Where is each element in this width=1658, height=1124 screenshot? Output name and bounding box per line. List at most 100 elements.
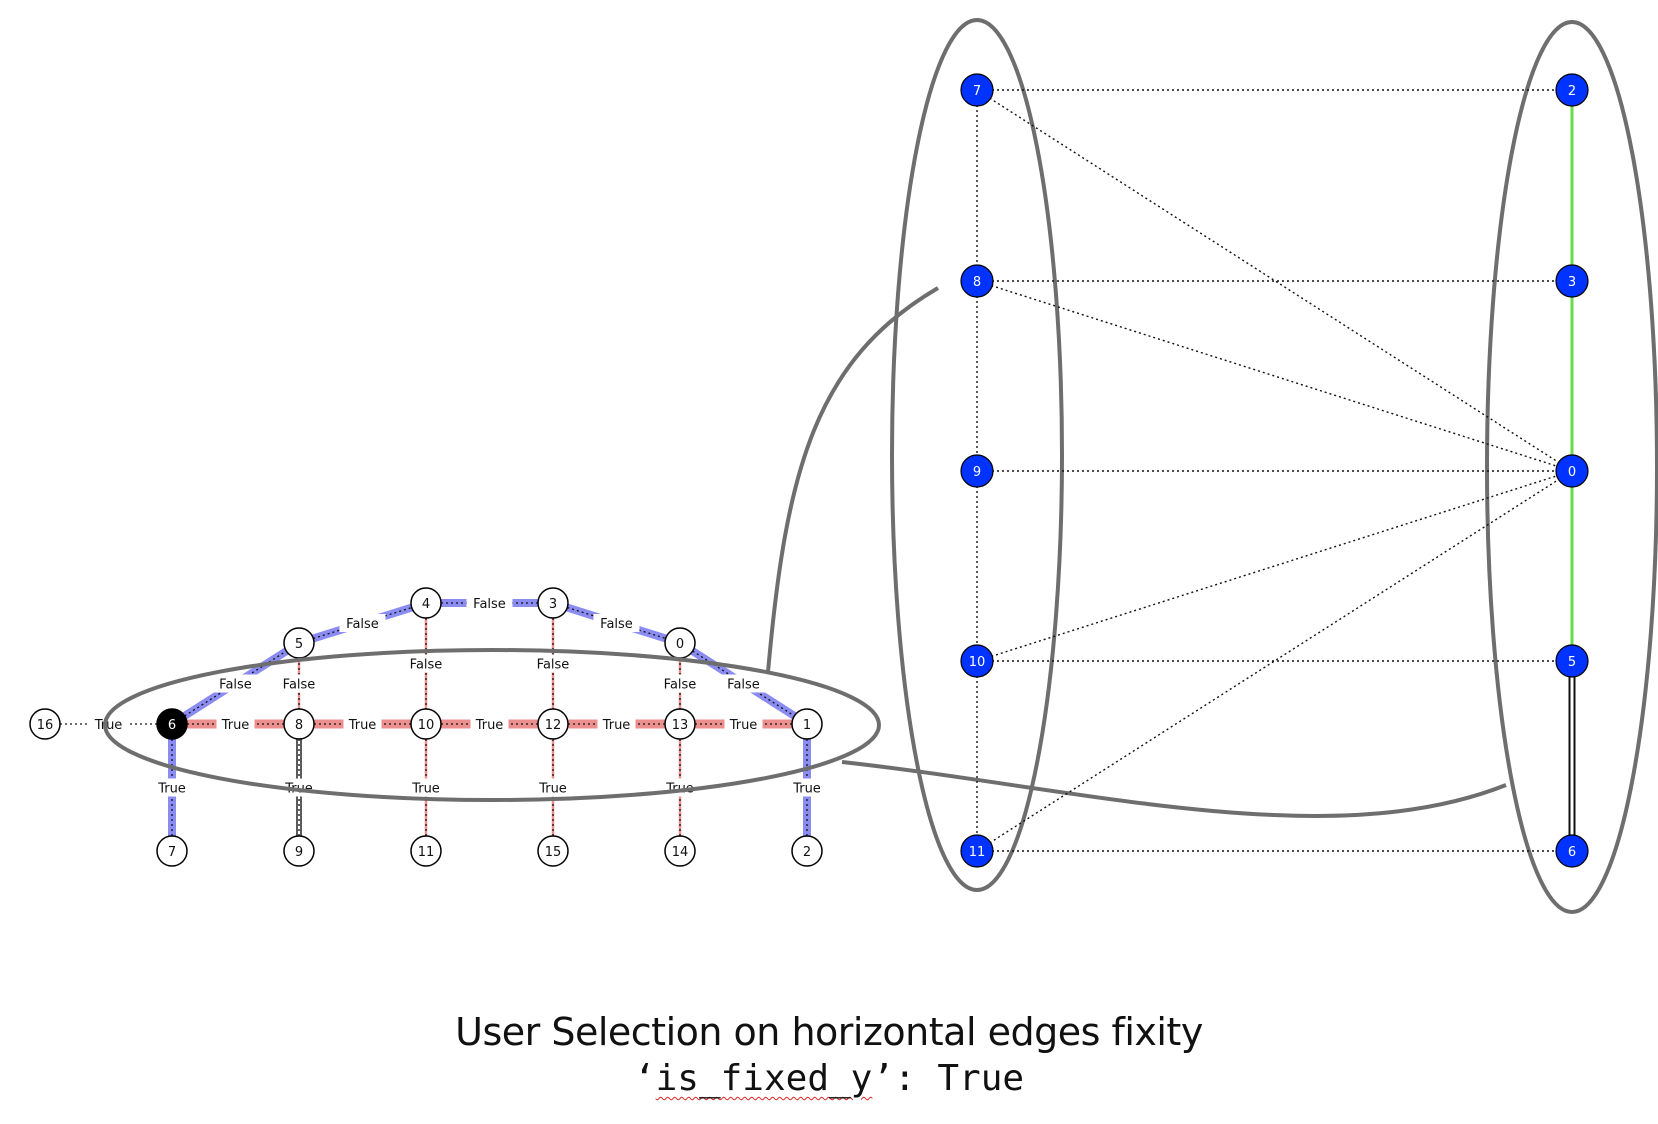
left-edge-label: True [470,715,509,733]
svg-text:True: True [602,718,631,733]
right-node-8: 8 [960,264,994,298]
left-edge-label: False [212,674,259,693]
left-node-1: 1 [791,708,823,740]
svg-text:True: True [538,782,567,797]
svg-text:True: True [348,718,377,733]
right-graph-nodes: 7 8 9 10 11 2 3 0 5 6 [960,73,1589,868]
caption-code-rest: ’: True [872,1058,1025,1099]
left-node-14: 14 [664,835,696,867]
left-edge-label: True [534,778,572,797]
left-edge-label: True [407,778,445,797]
svg-text:2: 2 [1568,84,1576,99]
svg-text:12: 12 [545,718,562,733]
left-node-2: 2 [791,835,823,867]
svg-text:2: 2 [803,845,811,860]
svg-text:True: True [411,782,440,797]
left-edge-label: True [89,715,128,733]
left-node-3: 3 [537,587,569,619]
left-node-8: 8 [283,708,315,740]
left-node-15: 15 [537,835,569,867]
svg-text:4: 4 [422,597,430,612]
svg-text:5: 5 [295,637,303,652]
svg-text:False: False [346,617,379,632]
left-graph-nodes: 16 6 8 10 12 13 154 307 9 11 15 14 2 [29,587,823,867]
svg-text:8: 8 [295,718,303,733]
right-node-10: 10 [960,644,994,678]
right-node-6: 6 [1555,834,1589,868]
svg-text:10: 10 [969,655,986,670]
left-edge-label: True [788,778,826,797]
svg-text:3: 3 [549,597,557,612]
svg-text:7: 7 [168,845,176,860]
svg-text:True: True [157,782,186,797]
zoom-ellipse-right-left-column [890,18,1064,892]
svg-text:False: False [600,617,633,632]
svg-text:False: False [219,678,252,693]
left-edge-label: False [403,654,449,673]
left-node-0: 0 [664,627,696,659]
right-node-0: 0 [1555,454,1589,488]
svg-text:True: True [792,782,821,797]
svg-text:7: 7 [973,84,981,99]
left-node-7: 7 [156,835,188,867]
left-edge-label: True [597,715,636,733]
svg-text:9: 9 [973,465,981,480]
left-edge-label: True [343,715,382,733]
svg-text:9: 9 [295,845,303,860]
left-node-4: 4 [410,587,442,619]
svg-text:5: 5 [1568,655,1576,670]
svg-text:6: 6 [1568,845,1576,860]
svg-text:False: False [537,658,570,673]
right-node-5: 5 [1555,644,1589,678]
svg-text:1: 1 [803,718,811,733]
left-node-12: 12 [537,708,569,740]
graph-diagram: True True True True True True False False False F… [29,18,1658,914]
zoom-ellipse-left [103,648,881,802]
svg-text:10: 10 [418,718,435,733]
right-node-11: 11 [960,834,994,868]
right-edge-5-6 [1568,661,1576,851]
zoom-connector-top [766,286,940,673]
svg-text:False: False [473,597,506,612]
svg-text:11: 11 [418,845,435,860]
left-node-9: 9 [283,835,315,867]
svg-text:6: 6 [168,718,176,733]
left-edge-label: False [466,594,513,612]
svg-text:11: 11 [969,845,986,860]
left-node-16: 16 [29,708,61,740]
caption-code-key: is_fixed_y [655,1058,873,1099]
svg-text:True: True [475,718,504,733]
right-node-3: 3 [1555,264,1589,298]
left-edge-label: True [724,715,763,733]
zoom-ellipse-right-right-column [1485,20,1658,914]
svg-text:8: 8 [973,275,981,290]
left-edge-label: False [657,674,703,693]
right-edge-10-0 [976,470,1573,662]
left-node-13: 13 [664,708,696,740]
svg-text:False: False [727,678,760,693]
svg-text:0: 0 [1568,465,1576,480]
left-edge-label: False [593,614,640,632]
svg-text:False: False [410,658,443,673]
right-edge-8-0 [976,280,1573,472]
caption-open-quote: ‘ [633,1058,656,1099]
left-edge-label: False [276,674,322,693]
right-graph-edges [976,89,1576,852]
svg-text:16: 16 [37,718,54,733]
left-node-6: 6 [156,708,188,740]
svg-text:True: True [729,718,758,733]
left-edge-label: False [530,654,576,673]
svg-text:15: 15 [545,845,562,860]
left-node-10: 10 [410,708,442,740]
right-node-7: 7 [960,73,994,107]
caption-title: User Selection on horizontal edges fixit… [455,1010,1203,1054]
right-node-2: 2 [1555,73,1589,107]
left-node-5: 5 [283,627,315,659]
svg-text:3: 3 [1568,275,1576,290]
left-edge-label: True [153,778,191,797]
svg-text:False: False [283,678,316,693]
svg-text:True: True [221,718,250,733]
caption-code: ‘is_fixed_y’: True [0,1058,1658,1099]
left-node-11: 11 [410,835,442,867]
svg-text:13: 13 [672,718,689,733]
